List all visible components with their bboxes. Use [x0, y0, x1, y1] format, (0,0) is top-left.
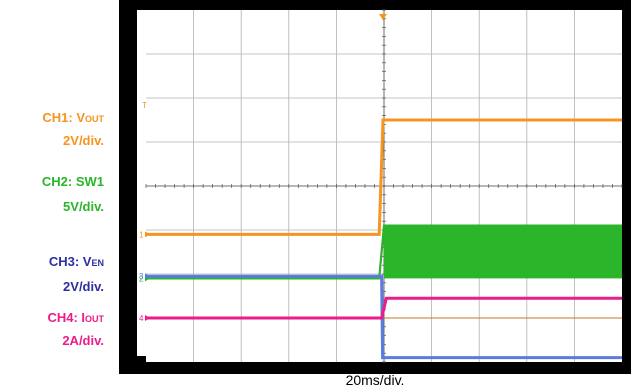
ch3-name: CH3: V: [48, 254, 92, 269]
scope-traces: [146, 118, 622, 360]
ch1-trace: [146, 118, 622, 236]
ch2-scale: 5V/div.: [63, 199, 104, 214]
ch3-marker-number: 3: [139, 272, 144, 281]
ch2-marker-number: 2: [139, 274, 144, 283]
ch1-level-marker: [145, 231, 150, 238]
ch1-label: CH1: VOUT: [42, 110, 104, 127]
ch4-label: CH4: IOUT: [47, 310, 104, 327]
ch3-label: CH3: VEN: [49, 254, 104, 271]
ch2-name: CH2: SW1: [41, 174, 104, 189]
ch4-marker-number: 4: [139, 314, 144, 323]
trigger-position-marker: [379, 14, 387, 20]
ch2-switching-band: [384, 225, 622, 279]
ch4-name-sub: OUT: [85, 314, 104, 324]
ch2-label: CH2: SW1: [42, 174, 104, 191]
ch4-trace: [146, 296, 622, 320]
ch4-name: CH4: I: [47, 310, 85, 325]
ch2-trace: [146, 224, 622, 280]
ch3-name-sub: EN: [91, 258, 104, 268]
ch1-name: CH1: V: [42, 110, 85, 125]
ch4-level-marker: [145, 315, 150, 321]
ch1-scale: 2V/div.: [63, 133, 104, 148]
trigger-marker-label: T: [142, 101, 147, 110]
channel-markers: 1 23 4: [139, 230, 150, 323]
ch1-name-sub: OUT: [85, 114, 104, 124]
ch1-marker-number: 1: [139, 230, 144, 239]
time-per-division-label: 20ms/div.: [345, 372, 405, 388]
ch3-scale: 2V/div.: [63, 279, 104, 294]
ch3-level-marker: [145, 273, 150, 280]
ch4-scale: 2A/div.: [62, 333, 104, 348]
